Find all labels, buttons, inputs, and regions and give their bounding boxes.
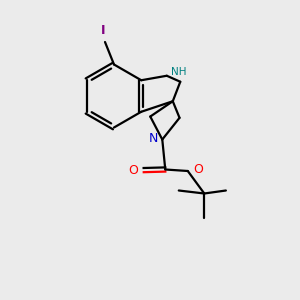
Text: O: O (193, 163, 203, 176)
Text: NH: NH (171, 67, 187, 77)
Text: I: I (101, 24, 106, 37)
Text: O: O (128, 164, 138, 177)
Text: N: N (148, 132, 158, 146)
